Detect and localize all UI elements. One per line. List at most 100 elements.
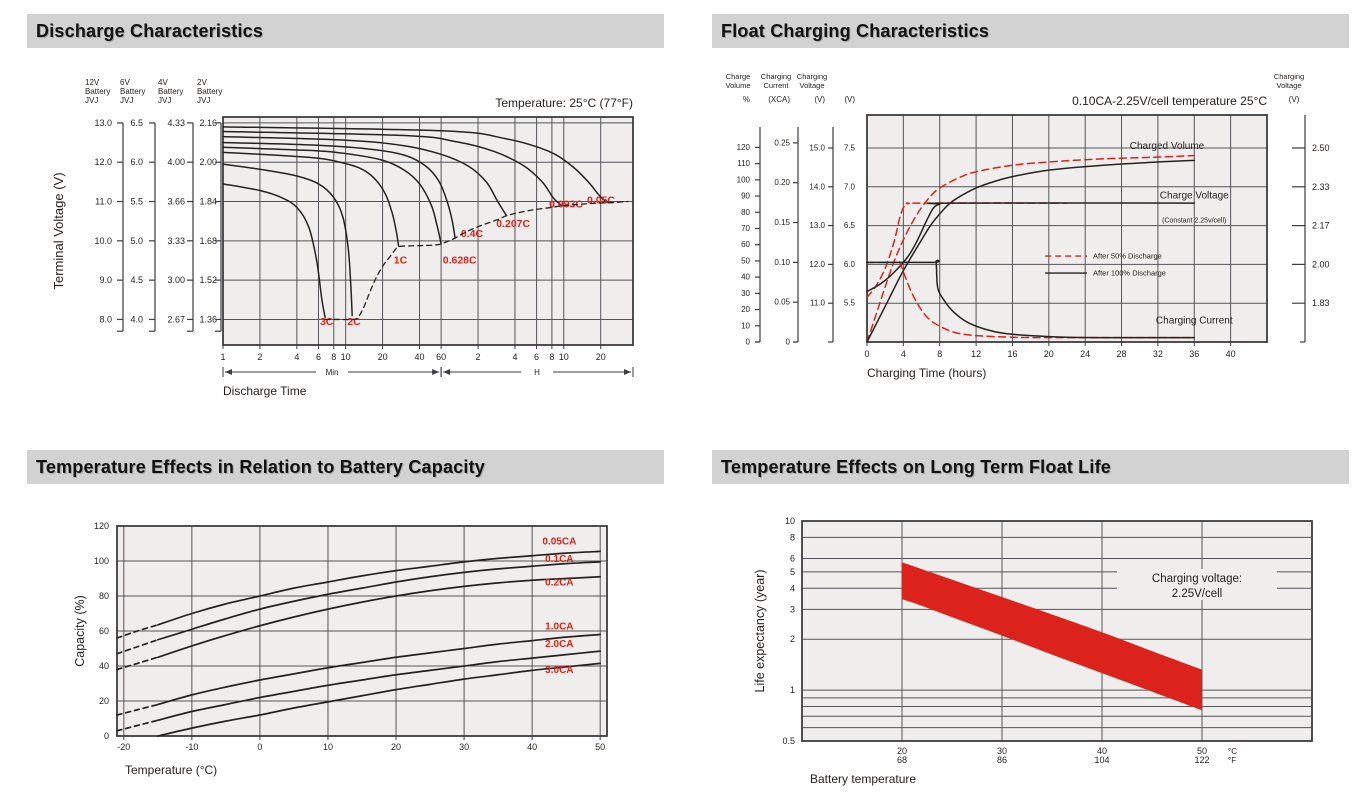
svg-text:6.0: 6.0	[130, 157, 143, 167]
svg-text:10: 10	[785, 516, 795, 526]
svg-text:80: 80	[99, 591, 109, 601]
svg-text:0.093C: 0.093C	[549, 198, 583, 210]
svg-text:JVJ: JVJ	[85, 96, 98, 105]
svg-text:0.25: 0.25	[774, 138, 790, 147]
svg-text:Voltage: Voltage	[799, 81, 824, 90]
svg-text:50: 50	[741, 256, 750, 265]
svg-text:10: 10	[323, 742, 333, 752]
svg-text:-10: -10	[185, 742, 198, 752]
x-axis: 1 2 4 6 8 10 20 40 60 2 4 6 8 10 20	[220, 345, 606, 362]
svg-text:28: 28	[1117, 349, 1127, 359]
svg-text:5.0: 5.0	[130, 236, 143, 246]
svg-text:8.0: 8.0	[99, 314, 112, 324]
svg-text:1.68: 1.68	[199, 236, 217, 246]
section-discharge-characteristics: Discharge Characteristics 1 2 4 6 8 10 20 40 60 2…	[27, 14, 664, 415]
svg-text:20: 20	[99, 696, 109, 706]
svg-text:30: 30	[741, 289, 750, 298]
svg-text:4: 4	[790, 583, 795, 593]
svg-text:JVJ: JVJ	[120, 96, 133, 105]
life-expectancy-band	[902, 562, 1202, 711]
svg-text:40: 40	[527, 742, 537, 752]
svg-text:2.16: 2.16	[199, 118, 217, 128]
svg-text:After 100% Discharge: After 100% Discharge	[1093, 269, 1166, 278]
series-2C: 2C	[222, 163, 361, 328]
svg-text:0.5: 0.5	[782, 736, 795, 746]
svg-text:12.0: 12.0	[809, 260, 825, 269]
svg-text:20: 20	[741, 305, 750, 314]
svg-text:11.0: 11.0	[95, 197, 112, 207]
svg-text:2.25V/cell: 2.25V/cell	[1172, 588, 1223, 600]
svg-text:Battery temperature: Battery temperature	[810, 772, 916, 786]
svg-text:50: 50	[595, 742, 605, 752]
svg-text:Charge Voltage: Charge Voltage	[1160, 190, 1229, 201]
section-title: Discharge Characteristics	[36, 20, 264, 41]
svg-text:32: 32	[1153, 349, 1163, 359]
series-2.0CA: 2.0CA	[116, 639, 602, 732]
section-title-bar: Temperature Effects in Relation to Batte…	[27, 450, 664, 484]
section-temperature-effects-battery-capacity: Temperature Effects in Relation to Batte…	[27, 450, 664, 796]
svg-text:2: 2	[476, 352, 481, 362]
svg-text:Charge: Charge	[726, 72, 751, 81]
svg-text:2: 2	[790, 634, 795, 644]
svg-text:16: 16	[1007, 349, 1017, 359]
svg-text:(Constant 2.25v/cell): (Constant 2.25v/cell)	[1162, 217, 1226, 224]
svg-text:Charging: Charging	[797, 72, 827, 81]
svg-text:60: 60	[99, 626, 109, 636]
temperature-effects-float-life-chart: 10 8 6 5 4 3 2 1 0.5 20 68 30 86 40 104 50 122 °C °F Life e…	[712, 491, 1349, 796]
svg-text:2.17: 2.17	[1312, 221, 1330, 231]
svg-text:0.628C: 0.628C	[443, 255, 477, 267]
series-0.2CA: 0.2CA	[116, 575, 602, 671]
svg-text:40: 40	[741, 273, 750, 282]
svg-text:8: 8	[937, 349, 942, 359]
svg-text:Capacity (%): Capacity (%)	[73, 595, 87, 667]
svg-text:24: 24	[1080, 349, 1090, 359]
svg-text:20: 20	[897, 746, 907, 756]
svg-text:6.5: 6.5	[844, 221, 856, 230]
svg-text:10: 10	[559, 352, 569, 362]
svg-text:Terminal Voltage (V): Terminal Voltage (V)	[51, 172, 66, 289]
svg-text:50: 50	[1197, 746, 1207, 756]
time-unit-ranges: Min H	[222, 367, 634, 377]
svg-text:104: 104	[1094, 755, 1109, 765]
svg-text:6: 6	[316, 352, 321, 362]
svg-text:(V): (V)	[1289, 95, 1300, 104]
svg-text:5: 5	[790, 567, 795, 577]
svg-text:Charging voltage:: Charging voltage:	[1152, 573, 1242, 585]
series-1C: 1C	[222, 151, 408, 267]
svg-text:(V): (V)	[844, 95, 855, 104]
float-charging-plot: 0 4 8 12 16 20 24 28 32 36 40 Charging Time (hours)…	[725, 72, 1330, 380]
svg-text:6V: 6V	[120, 78, 130, 87]
svg-text:0.4C: 0.4C	[461, 228, 484, 240]
svg-text:40: 40	[1097, 746, 1107, 756]
svg-text:-20: -20	[117, 742, 130, 752]
svg-text:1.52: 1.52	[199, 275, 217, 285]
charging-voltage-annotation: Charging voltage: 2.25V/cell	[1117, 568, 1277, 600]
svg-text:°F: °F	[1228, 756, 1236, 765]
svg-text:°C: °C	[1228, 747, 1237, 756]
grid	[867, 115, 1267, 342]
svg-text:4V: 4V	[158, 78, 168, 87]
svg-text:1.0CA: 1.0CA	[545, 621, 573, 632]
series-0.1CA: 0.1CA	[116, 554, 602, 655]
svg-text:2.00: 2.00	[199, 157, 217, 167]
svg-text:100: 100	[737, 175, 751, 184]
svg-text:Charging: Charging	[1274, 72, 1304, 81]
svg-text:(V): (V)	[814, 95, 825, 104]
svg-text:122: 122	[1194, 755, 1209, 765]
series-0.207C: 0.207C	[222, 135, 531, 230]
series-charging-current-after-100pct	[866, 259, 1196, 339]
svg-text:1: 1	[220, 352, 225, 362]
svg-text:6: 6	[790, 554, 795, 564]
svg-text:40: 40	[1226, 349, 1236, 359]
svg-text:2.0CA: 2.0CA	[545, 639, 573, 650]
svg-text:Min: Min	[326, 368, 339, 377]
svg-text:6: 6	[534, 352, 539, 362]
svg-text:10: 10	[741, 321, 750, 330]
svg-text:JVJ: JVJ	[158, 96, 171, 105]
svg-text:3.33: 3.33	[167, 236, 185, 246]
float-charging-characteristics-chart: 0 4 8 12 16 20 24 28 32 36 40 Charging Time (hours)…	[712, 55, 1349, 415]
svg-text:20: 20	[596, 352, 606, 362]
svg-text:5.5: 5.5	[130, 197, 143, 207]
